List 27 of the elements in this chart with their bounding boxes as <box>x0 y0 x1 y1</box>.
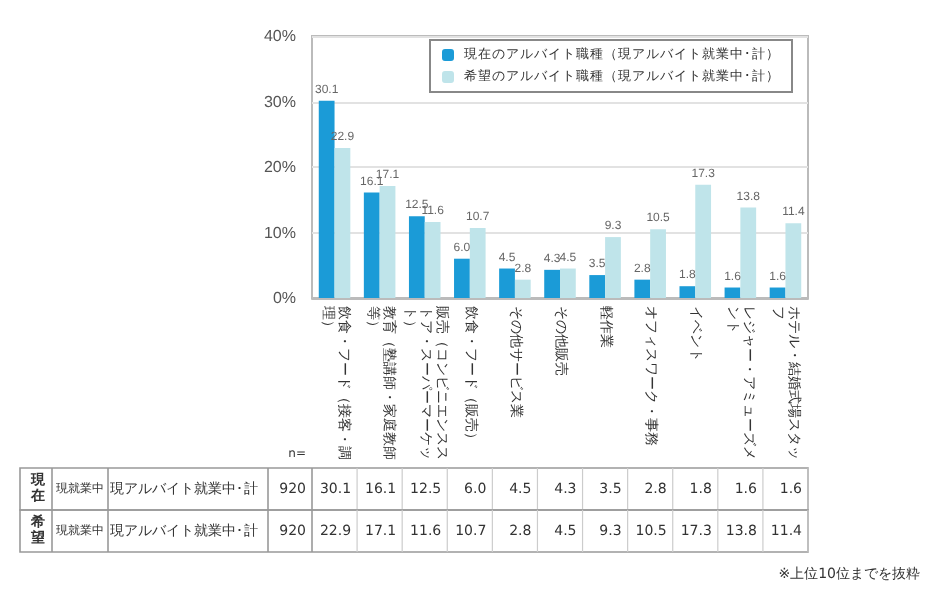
bar <box>605 237 621 298</box>
bar <box>650 229 666 298</box>
bar <box>544 269 560 298</box>
y-tick-label: 20% <box>263 158 296 176</box>
bar <box>560 268 576 298</box>
bar <box>740 207 757 298</box>
bar <box>469 227 486 298</box>
bar <box>454 258 470 298</box>
bar <box>424 222 441 298</box>
bar <box>589 275 606 298</box>
bar <box>695 184 712 298</box>
y-tick-label: 10% <box>263 223 296 242</box>
bar <box>679 286 696 298</box>
bar <box>408 216 425 298</box>
bar <box>334 148 351 298</box>
bar <box>724 287 741 298</box>
bar <box>769 287 786 298</box>
bar <box>499 268 515 298</box>
bar <box>785 223 802 298</box>
y-tick-label: 40% <box>263 27 296 45</box>
bar <box>379 186 396 298</box>
bar <box>634 279 651 298</box>
y-tick-label: 0% <box>272 289 296 307</box>
bar <box>363 192 380 298</box>
bar <box>318 100 335 298</box>
bar <box>514 279 531 298</box>
y-tick-label: 30% <box>263 92 296 111</box>
